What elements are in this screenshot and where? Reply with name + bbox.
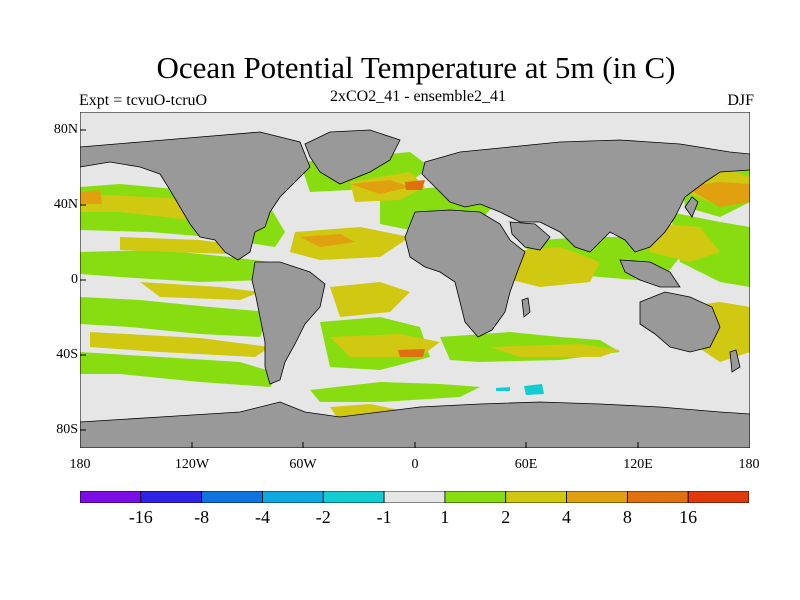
colorbar-swatch	[140, 491, 203, 503]
experiment-label: Expt = tcvuO-tcruO	[79, 92, 208, 109]
colorbar-label: 2	[501, 507, 511, 527]
colorbar-label: 8	[622, 507, 632, 527]
colorbar-swatch	[80, 491, 142, 503]
colorbar-swatch	[201, 491, 263, 503]
season-label: DJF	[727, 92, 754, 109]
africa	[404, 209, 526, 338]
colorbar-swatch	[626, 491, 689, 503]
lat-label-0: 0	[71, 272, 78, 287]
southeast-asia-islands	[619, 259, 681, 288]
colorbar	[80, 491, 749, 503]
lon-label-60e: 60E	[514, 457, 538, 472]
ocean-temperature-map	[80, 112, 750, 448]
colorbar-swatch	[262, 491, 324, 503]
colorbar-label: 1	[440, 507, 450, 527]
cooling-spots	[496, 384, 544, 395]
eurasia	[421, 139, 750, 253]
lon-label-120w: 120W	[174, 457, 210, 472]
lon-label-0: 0	[411, 457, 419, 472]
australia	[639, 291, 721, 353]
colorbar-label: 4	[562, 507, 572, 527]
colorbar-swatch	[383, 491, 446, 503]
lon-label-180e: 180	[738, 457, 760, 472]
lat-label-40n: 40N	[53, 197, 78, 212]
japan	[684, 196, 699, 218]
colorbar-swatch	[566, 491, 628, 503]
colorbar-label: -4	[254, 507, 270, 527]
madagascar	[521, 297, 531, 318]
lat-label-80n: 80N	[53, 122, 78, 137]
colorbar-label: -2	[315, 507, 331, 527]
colorbar-swatch	[444, 491, 507, 503]
lon-label-60w: 60W	[289, 457, 317, 472]
colorbar-swatch	[505, 491, 567, 503]
plot-title: Ocean Potential Temperature at 5m (in C)	[156, 50, 676, 85]
lat-label-40s: 40S	[56, 347, 78, 362]
antarctica	[80, 401, 750, 448]
colorbar-swatch	[687, 491, 749, 503]
arabia	[509, 221, 551, 251]
colorbar-label: -16	[128, 507, 153, 527]
lat-label-80s: 80S	[56, 422, 78, 437]
south-america	[251, 261, 326, 385]
north-america	[80, 131, 311, 261]
warming-band-8-16	[398, 180, 425, 357]
colorbar-label: 16	[679, 507, 698, 527]
lon-label-120e: 120E	[623, 457, 653, 472]
lon-label-180w: 180	[69, 457, 91, 472]
land-masses	[80, 129, 750, 448]
map-ticks	[80, 129, 639, 448]
new-zealand	[729, 349, 741, 373]
greenland	[304, 129, 401, 185]
colorbar-swatch	[322, 491, 385, 503]
colorbar-label: -8	[194, 507, 210, 527]
colorbar-label: -1	[376, 507, 392, 527]
ensemble-label: 2xCO2_41 - ensemble2_41	[330, 88, 506, 105]
